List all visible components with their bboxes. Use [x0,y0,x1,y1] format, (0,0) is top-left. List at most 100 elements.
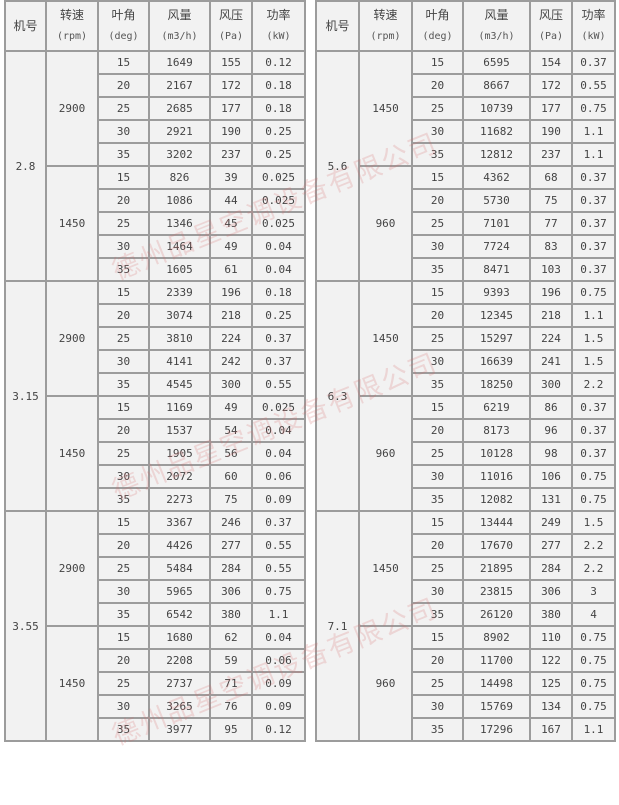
header-label: 风量 [167,8,192,22]
table-row: 30 11682 190 1.1 [316,119,616,144]
power-cell: 0.55 [571,73,616,98]
flow-cell: 1649 [148,50,211,75]
table-row: 35 3977 95 0.12 [5,717,306,742]
pressure-cell: 300 [209,372,253,397]
table-row: 20 1086 44 0.025 [5,188,306,213]
header-unit: (Pa) [218,31,244,42]
flow-cell: 6542 [148,602,211,627]
angle-cell: 15 [97,625,150,650]
pressure-cell: 60 [209,464,253,489]
pressure-cell: 172 [209,73,253,98]
flow-cell: 17670 [462,533,531,558]
angle-cell: 35 [411,602,464,627]
angle-cell: 20 [97,533,150,558]
angle-cell: 25 [97,211,150,236]
flow-cell: 8173 [462,418,531,443]
power-cell: 0.025 [251,211,306,236]
angle-cell: 20 [411,533,464,558]
power-cell: 0.55 [251,533,306,558]
table-row: 1450 15 826 39 0.025 [5,165,306,282]
table-row: 20 2167 172 0.18 [5,73,306,98]
header-speed: 转速 (rpm) [45,0,99,52]
power-cell: 0.75 [571,280,616,305]
pressure-cell: 131 [529,487,573,512]
table-row: 30 7724 83 0.37 [316,234,616,259]
pressure-cell: 59 [209,648,253,673]
power-cell: 0.04 [251,625,306,650]
pressure-cell: 122 [529,648,573,673]
pressure-cell: 62 [209,625,253,650]
power-cell: 0.75 [571,694,616,719]
speed-cell: 2900 [45,280,99,397]
flow-cell: 12345 [462,303,531,328]
table-row: 35 18250 300 2.2 [316,372,616,397]
pressure-cell: 172 [529,73,573,98]
flow-cell: 2208 [148,648,211,673]
speed-cell: 960 [358,395,413,512]
angle-cell: 35 [411,257,464,282]
angle-cell: 35 [97,372,150,397]
power-cell: 0.75 [571,464,616,489]
pressure-cell: 246 [209,510,253,535]
header-label: 叶角 [111,8,136,22]
table-row: 30 2072 60 0.06 [5,464,306,489]
power-cell: 0.025 [251,188,306,213]
angle-cell: 20 [411,418,464,443]
pressure-cell: 110 [529,625,573,650]
angle-cell: 30 [411,694,464,719]
power-cell: 0.09 [251,671,306,696]
header-label: 机号 [325,18,350,33]
table-row: 35 1605 61 0.04 [5,257,306,282]
power-cell: 1.1 [251,602,306,627]
pressure-cell: 380 [209,602,253,627]
table-row: 960 15 4362 68 0.37 [316,165,616,282]
power-cell: 0.37 [571,234,616,259]
angle-cell: 15 [97,165,150,190]
table-row: 35 6542 380 1.1 [5,602,306,627]
flow-cell: 4362 [462,165,531,190]
pressure-cell: 49 [209,234,253,259]
angle-cell: 15 [411,625,464,650]
pressure-cell: 190 [209,119,253,144]
angle-cell: 25 [411,556,464,581]
flow-cell: 23815 [462,579,531,604]
power-cell: 0.025 [251,165,306,190]
angle-cell: 30 [97,349,150,374]
power-cell: 0.025 [251,395,306,420]
pressure-cell: 39 [209,165,253,190]
table-row: 30 5965 306 0.75 [5,579,306,604]
table-row: 25 14498 125 0.75 [316,671,616,696]
flow-cell: 1086 [148,188,211,213]
flow-cell: 4545 [148,372,211,397]
flow-cell: 12812 [462,142,531,167]
table-row: 30 23815 306 3 [316,579,616,604]
angle-cell: 20 [97,648,150,673]
power-cell: 2.2 [571,372,616,397]
power-cell: 0.04 [251,418,306,443]
flow-cell: 26120 [462,602,531,627]
pressure-cell: 284 [529,556,573,581]
angle-cell: 15 [97,510,150,535]
table-row: 30 15769 134 0.75 [316,694,616,719]
speed-cell: 1450 [45,625,99,742]
speed-cell: 1450 [45,165,99,282]
header-power: 功率 (kW) [571,0,616,52]
power-cell: 0.18 [251,280,306,305]
flow-cell: 3265 [148,694,211,719]
header-label: 功率 [581,8,606,22]
pressure-cell: 83 [529,234,573,259]
power-cell: 0.37 [571,50,616,75]
header-pressure: 风压 (Pa) [529,0,573,52]
power-cell: 1.1 [571,303,616,328]
table-row: 20 12345 218 1.1 [316,303,616,328]
angle-cell: 20 [97,303,150,328]
angle-cell: 20 [97,418,150,443]
power-cell: 0.75 [571,648,616,673]
flow-cell: 6219 [462,395,531,420]
table-row: 35 12082 131 0.75 [316,487,616,512]
table-row: 30 1464 49 0.04 [5,234,306,259]
angle-cell: 15 [411,395,464,420]
table-row: 3.55 2900 15 3367 246 0.37 [4,510,306,742]
header-label: 功率 [266,8,291,22]
pressure-cell: 61 [209,257,253,282]
